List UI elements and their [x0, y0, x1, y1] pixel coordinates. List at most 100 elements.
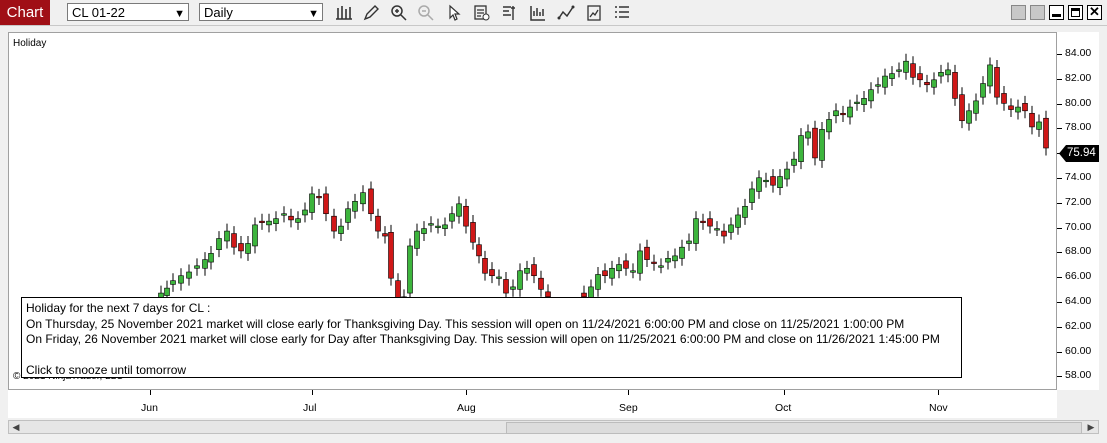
candle-body	[382, 233, 388, 237]
candle-body	[616, 264, 622, 272]
candle-body	[309, 193, 315, 213]
candle-body	[889, 73, 895, 79]
candle-body	[707, 218, 713, 227]
price-tick-label: 82.00	[1065, 71, 1092, 84]
price-tickmark	[1057, 252, 1062, 254]
candle-body	[338, 225, 344, 234]
candle-body	[910, 63, 916, 78]
candle-body	[721, 230, 727, 237]
restore-icon[interactable]	[1011, 5, 1026, 20]
strategies-icon[interactable]	[556, 3, 576, 23]
candle-body	[679, 246, 685, 259]
candle-body	[449, 213, 455, 222]
time-tick-label: Jun	[141, 402, 158, 414]
candle-body	[791, 158, 797, 166]
candle-body	[435, 225, 441, 228]
time-tick-label: Sep	[619, 402, 638, 414]
candle-body	[1036, 121, 1042, 130]
candle-body	[1008, 105, 1014, 110]
candle-body	[882, 75, 888, 88]
candle-body	[756, 177, 762, 192]
price-tickmark	[1057, 277, 1062, 279]
candle-body	[538, 277, 544, 290]
price-tick-label: 72.00	[1065, 195, 1092, 208]
candle-body	[854, 101, 860, 104]
candle-body	[833, 110, 839, 117]
price-axis[interactable]: 84.0082.0080.0078.0076.0074.0072.0070.00…	[1057, 32, 1099, 390]
candle-body	[973, 100, 979, 114]
candle-body	[826, 119, 832, 133]
candle-body	[545, 291, 551, 298]
candle-body	[763, 179, 769, 183]
price-tickmark	[1057, 178, 1062, 179]
candle-body	[316, 196, 322, 199]
title-bar: Chart CL 01-22 ▼ Daily ▼	[0, 0, 1107, 26]
candle-body	[938, 72, 944, 77]
price-tickmark	[1057, 326, 1062, 328]
candle-body	[735, 214, 741, 228]
snooze-link[interactable]: Click to snooze until tomorrow	[26, 363, 187, 377]
price-tickmark	[1057, 376, 1062, 378]
instrument-selector[interactable]: CL 01-22 ▼	[67, 3, 189, 21]
candle-body	[686, 240, 692, 244]
price-tickmark	[1057, 227, 1062, 229]
chart-style-icon[interactable]	[584, 3, 604, 23]
scroll-right-icon[interactable]: ▶	[1087, 422, 1095, 432]
candle-body	[302, 209, 308, 216]
candle-body	[749, 188, 755, 203]
tile-icon[interactable]	[1030, 5, 1045, 20]
pointer-icon[interactable]	[444, 3, 464, 23]
candle-body	[784, 168, 790, 180]
candle-body	[476, 244, 482, 257]
candle-body	[798, 135, 804, 162]
time-axis[interactable]: Jun Jul Aug Sep Oct Nov	[8, 390, 1057, 418]
candle-body	[345, 208, 351, 223]
candlestick-series	[150, 53, 1049, 320]
price-tickmark	[1057, 302, 1062, 303]
candle-body	[777, 176, 783, 188]
scrollbar-thumb[interactable]	[506, 422, 1082, 434]
candle-body	[1015, 106, 1021, 113]
candle-body	[1043, 117, 1049, 149]
price-tickmark	[1057, 202, 1062, 204]
candle-body	[368, 188, 374, 215]
candle-body	[456, 203, 462, 217]
candle-body	[360, 192, 366, 205]
price-tick-label: 84.00	[1065, 47, 1092, 59]
candle-body	[216, 238, 222, 250]
drawing-tool-icon[interactable]	[361, 3, 381, 23]
horizontal-scrollbar[interactable]: ◀ ▶	[8, 420, 1099, 434]
candle-body	[1029, 112, 1035, 128]
candle-body	[987, 64, 993, 87]
candle-body	[463, 205, 469, 227]
minimize-icon[interactable]	[1049, 5, 1064, 20]
zoom-in-icon[interactable]	[389, 3, 409, 23]
candle-body	[896, 69, 902, 72]
candle-body	[812, 127, 818, 159]
properties-icon[interactable]	[500, 3, 520, 23]
price-tick-label: 70.00	[1065, 220, 1092, 233]
time-tick-label: Oct	[775, 402, 792, 414]
candle-body	[917, 73, 923, 81]
indicators-icon[interactable]	[528, 3, 548, 23]
candle-body	[442, 224, 448, 229]
zoom-out-icon[interactable]	[416, 3, 436, 23]
scroll-left-icon[interactable]: ◀	[12, 422, 20, 432]
period-selector[interactable]: Daily ▼	[199, 3, 323, 21]
maximize-icon[interactable]	[1068, 5, 1083, 20]
candle-body	[208, 253, 214, 263]
candle-body	[375, 215, 381, 232]
close-icon[interactable]: ✕	[1087, 5, 1102, 20]
alert-line-day-after: On Friday, 26 November 2021 market will …	[26, 332, 940, 346]
candle-body	[503, 279, 509, 294]
candle-body	[252, 224, 258, 247]
price-tick-label: 58.00	[1065, 369, 1092, 382]
chevron-down-icon: ▼	[308, 8, 319, 20]
list-icon[interactable]	[612, 3, 632, 23]
time-tickmark	[150, 390, 151, 395]
candle-body	[470, 222, 476, 243]
candle-body	[595, 274, 601, 290]
data-box-icon[interactable]	[472, 3, 492, 23]
bar-type-icon[interactable]	[334, 3, 354, 23]
holiday-alert[interactable]: Holiday for the next 7 days for CL : On …	[21, 297, 962, 378]
